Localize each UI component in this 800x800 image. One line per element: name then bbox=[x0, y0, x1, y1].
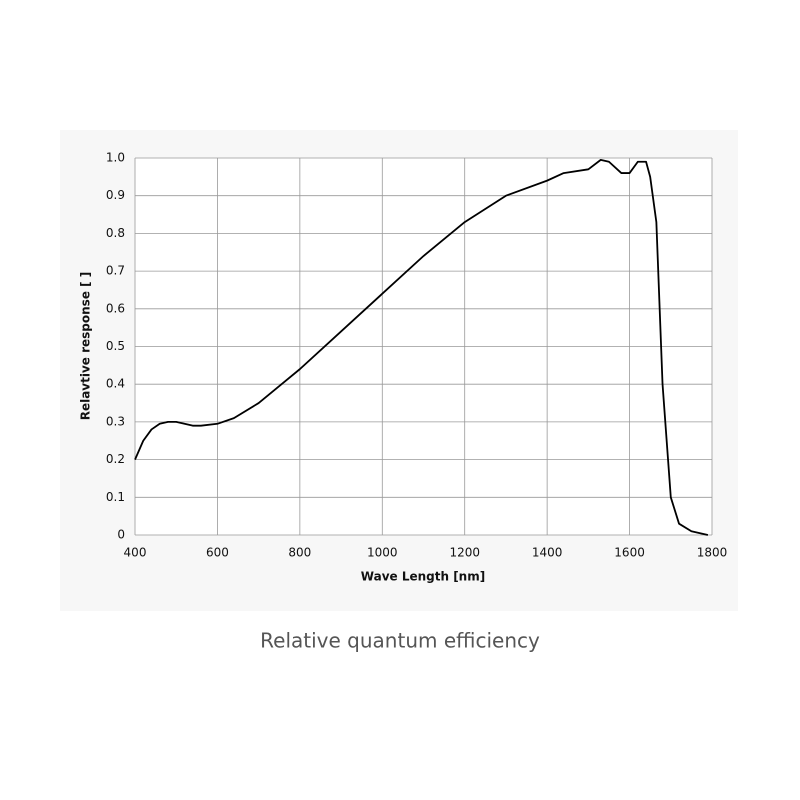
y-tick-label: 0.1 bbox=[106, 490, 125, 504]
y-tick-label: 0.2 bbox=[106, 452, 125, 466]
y-tick-label: 1.0 bbox=[106, 151, 125, 165]
x-tick-label: 600 bbox=[206, 546, 229, 560]
y-tick-label: 0.3 bbox=[106, 414, 125, 428]
y-axis-title: Relavtive response [ ] bbox=[79, 272, 93, 421]
x-tick-label: 1200 bbox=[449, 546, 480, 560]
data-line bbox=[134, 158, 709, 536]
y-tick-label: 0.4 bbox=[106, 377, 125, 391]
y-tick-label: 0.7 bbox=[106, 264, 125, 278]
x-tick-label: 800 bbox=[288, 546, 311, 560]
x-tick-label: 1000 bbox=[367, 546, 398, 560]
x-tick-label: 1600 bbox=[614, 546, 645, 560]
x-tick-label: 1400 bbox=[532, 546, 563, 560]
y-tick-label: 0.5 bbox=[106, 339, 125, 353]
x-axis-title: Wave Length [nm] bbox=[361, 570, 485, 584]
x-tick-label: 1800 bbox=[697, 546, 728, 560]
y-tick-label: 0 bbox=[117, 528, 125, 542]
caption: Relative quantum efficiency bbox=[260, 629, 540, 653]
y-tick-label: 0.6 bbox=[106, 301, 125, 315]
y-tick-label: 0.9 bbox=[106, 188, 125, 202]
y-tick-label: 0.8 bbox=[106, 226, 125, 240]
x-tick-label: 400 bbox=[124, 546, 147, 560]
